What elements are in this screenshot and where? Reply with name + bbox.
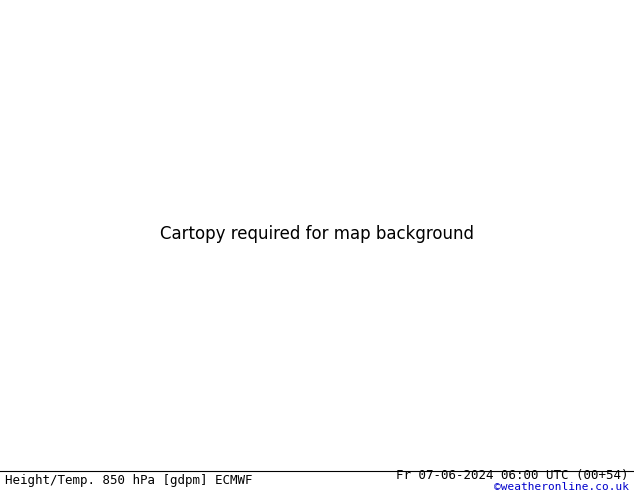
Text: Cartopy required for map background: Cartopy required for map background	[160, 225, 474, 243]
Text: Height/Temp. 850 hPa [gdpm] ECMWF: Height/Temp. 850 hPa [gdpm] ECMWF	[5, 473, 252, 487]
Text: ©weatheronline.co.uk: ©weatheronline.co.uk	[494, 482, 629, 490]
Text: Fr 07-06-2024 06:00 UTC (00+54): Fr 07-06-2024 06:00 UTC (00+54)	[396, 469, 629, 482]
